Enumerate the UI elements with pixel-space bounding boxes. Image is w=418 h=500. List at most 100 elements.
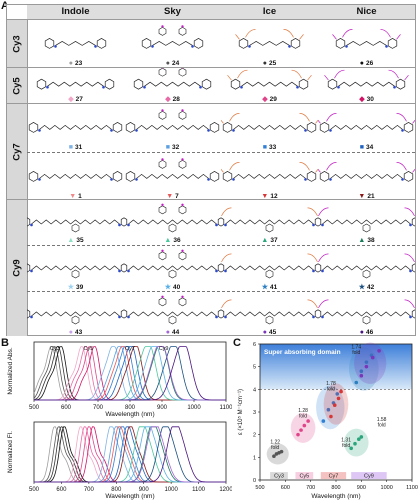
x-tick-label: 500 [29,487,40,493]
benzene-ring [298,78,309,90]
cyclic-substituent [245,29,294,38]
compound-label: ◆ 28 [124,95,221,103]
nitrogen-atom [46,85,49,89]
nitrogen-atom [224,269,227,273]
benzene-ring [28,121,39,133]
compound-marker-icon: ▼ [166,193,174,200]
data-point [370,355,375,360]
data-point [272,454,276,458]
polymethine-chain [152,40,193,46]
benzene-ring [112,121,123,133]
family-band [270,472,288,480]
table-row-group: Cy9 ▲ 35 ▲ 36 ▲ 37 ▲ 38 ★ 39 ★ 40 ★ 41 ★ 42 ● 43 ● 44 ● 45 ● 46 [7,199,415,336]
band-label: Cy9 [364,474,374,480]
compound-marker-icon: ▲ [261,237,269,245]
compound-number: 35 [76,237,84,245]
central-ring [362,223,371,233]
compound-label: ★ 39 [27,283,124,291]
alkyl-branch [318,259,415,264]
aryl-ring [158,27,167,36]
molecule-structure [27,309,124,325]
polymethine-chain [128,219,217,225]
methoxy-group [181,25,184,28]
nitrogen-atom [224,315,227,318]
central-ring [362,315,371,325]
column-header: Nice [356,6,377,17]
compound-label: ◆ 29 [221,95,318,103]
data-point [354,380,359,385]
data-point [302,423,307,428]
y-axis-label: Normalized Fl. [7,431,14,473]
benzene-ring [112,170,123,182]
alkyl-branch [221,168,318,173]
benzene-ring [27,217,31,227]
benzene-ring [395,78,406,90]
data-point [359,435,364,439]
molecule-structure [27,263,124,279]
cyclic-substituent [318,207,415,217]
alkyl-branch [221,213,318,218]
structure-cell: ■ 31 [27,104,124,152]
data-point [349,446,353,451]
spectrum-line [34,426,226,483]
polymethine-chain [225,311,314,317]
data-point [321,419,326,423]
alkyl-branch [324,74,409,81]
nitrogen-atom [304,129,307,132]
compound-marker-icon: ■ [359,144,364,151]
compound-number: 41 [270,283,278,291]
aryl-ring [178,160,187,169]
benzene-ring [36,78,47,90]
compound-marker-icon: ▲ [358,237,366,245]
molecule-structure [318,253,415,279]
benzene-ring [290,37,301,49]
polymethine-chain [225,265,314,271]
structure-cell: ★ 40 [124,246,221,291]
nitrogen-atom [110,129,113,132]
cyclic-substituent [237,69,302,79]
data-point [359,369,364,373]
benzene-ring [217,217,221,227]
benzene-ring [217,309,221,319]
compound-label: ▲ 37 [221,237,318,244]
compound-marker-icon: ● [262,328,267,336]
compound-number: 29 [269,96,277,103]
compound-number: 36 [173,237,181,245]
compound-number: 27 [75,96,83,103]
x-axis-label: Wavelength (nm) [311,493,360,500]
band-label: Cy3 [274,474,284,480]
central-ring [168,269,177,279]
polymethine-chain [322,219,411,225]
benzene-ring [27,309,31,319]
benzene-ring [230,78,241,90]
fold-label: 1.22 [270,440,280,446]
nitrogen-atom [110,178,113,181]
structure-cell: ▼ 1 [27,153,124,201]
aryl-ring [158,68,167,77]
family-band [351,472,387,480]
structure-cell: ■ 34 [318,104,415,152]
molecule-structure [27,217,124,233]
row-label-text: Cy9 [11,259,23,277]
nitrogen-atom [312,223,315,227]
polymethine-chain [330,124,403,130]
x-tick-label: 700 [93,405,104,411]
polymethine-chain [128,311,217,317]
compound-number: 43 [75,328,83,336]
polymethine-chain [47,81,104,87]
fold-label-suffix: fold [378,423,386,429]
compound-label: ● 45 [221,329,318,336]
nitrogen-atom [232,129,235,132]
central-ring [71,269,80,279]
polymethine-chain [330,173,403,179]
cyclic-substituent [342,29,391,38]
molecule-structure [221,253,318,279]
methoxy-group [181,249,184,253]
benzene-ring [403,121,414,133]
x-tick-label: 600 [56,487,67,493]
y-tick-label: 2 [253,433,256,439]
central-ring [265,223,274,233]
band-label: Cy5 [299,474,309,480]
polymethine-chain [322,265,411,271]
data-point [326,407,331,412]
